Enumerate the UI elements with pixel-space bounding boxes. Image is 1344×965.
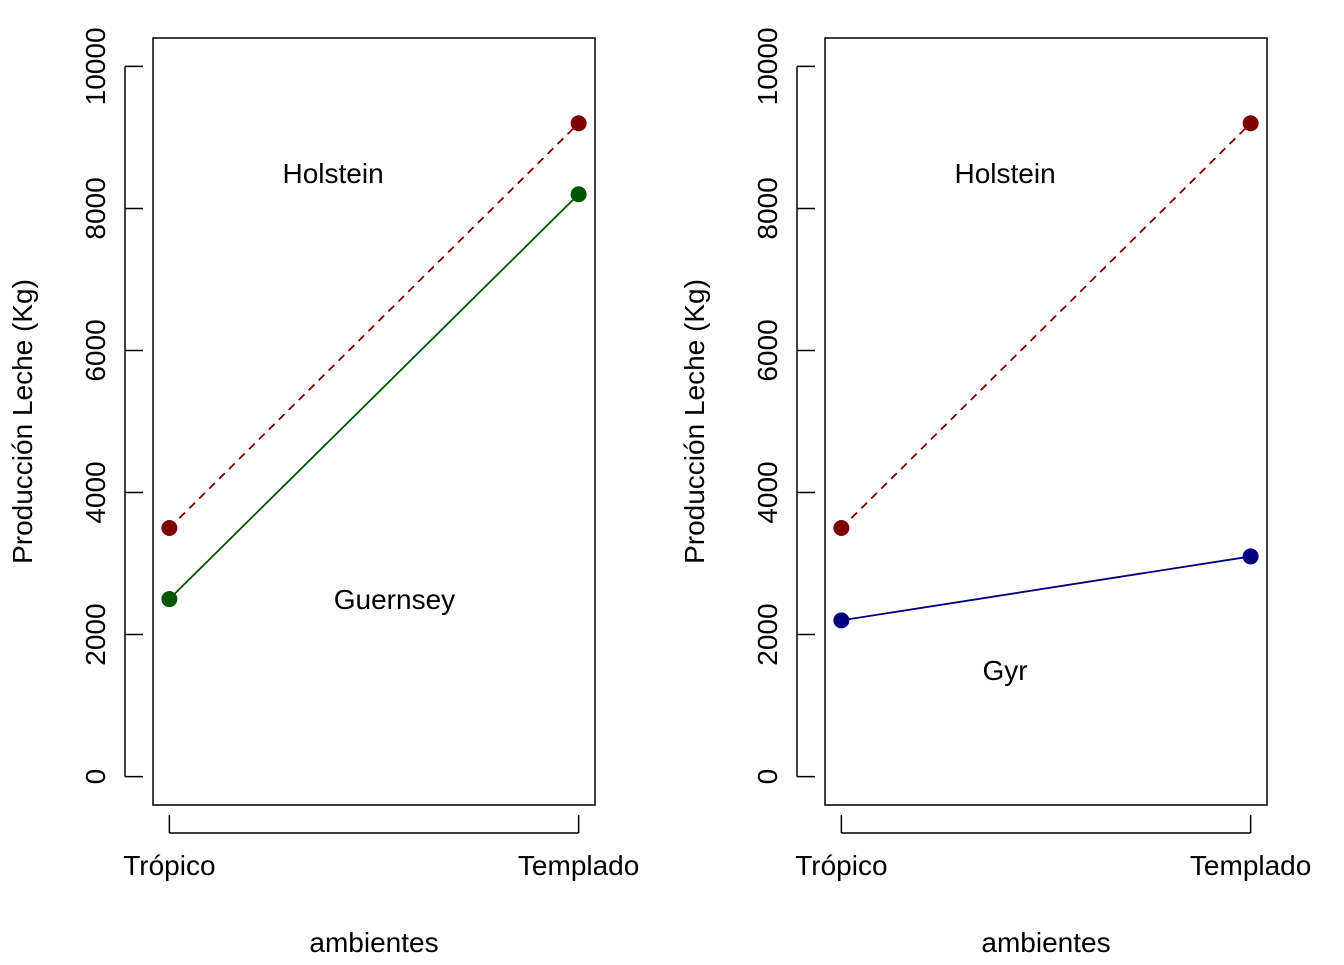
series-label: Guernsey [334,584,455,615]
y-tick-label: 6000 [752,319,783,381]
y-tick-label: 10000 [752,27,783,105]
y-tick-label: 0 [80,769,111,785]
x-tick-label: Templado [1190,850,1311,881]
y-tick-label: 2000 [752,603,783,665]
data-point [570,115,587,132]
y-tick-label: 8000 [80,177,111,239]
plot-frame [824,37,1268,806]
y-tick-label: 6000 [80,319,111,381]
series-line [840,122,1252,529]
series-line [168,193,580,600]
x-tick-label: Trópico [123,850,215,881]
y-tick-label: 8000 [752,177,783,239]
y-tick-label: 0 [752,769,783,785]
series-holstein: Holstein [161,115,587,537]
data-point [833,612,850,629]
data-point [1242,115,1259,132]
y-tick-label: 10000 [80,27,111,105]
x-tick-label: Trópico [795,850,887,881]
y-axis-title: Producción Leche (Kg) [679,279,710,564]
chart-panel-1: 0 2000 4000 6000 8000 10000 Trópico Templado amb… [7,27,639,958]
series-label: Gyr [983,655,1028,686]
x-axis-title: ambientes [309,927,438,958]
y-tick-label: 4000 [80,461,111,523]
y-tick-label: 4000 [752,461,783,523]
data-point [161,520,178,537]
data-point [570,186,587,203]
series-line [841,555,1251,622]
series-gyr: Gyr [833,548,1259,686]
plot-frame [152,37,596,806]
y-tick-label: 2000 [80,603,111,665]
series-line [168,122,580,529]
data-point [161,591,178,608]
data-point [1242,548,1259,565]
series-label: Holstein [282,158,383,189]
series-label: Holstein [954,158,1055,189]
chart-panel-2: 0 2000 4000 6000 8000 10000 Trópico Templado amb… [679,27,1311,958]
series-holstein: Holstein [833,115,1259,537]
data-point [833,520,850,537]
y-axis-title: Producción Leche (Kg) [7,279,38,564]
x-tick-label: Templado [518,850,639,881]
x-axis-title: ambientes [981,927,1110,958]
series-guernsey: Guernsey [161,186,587,615]
